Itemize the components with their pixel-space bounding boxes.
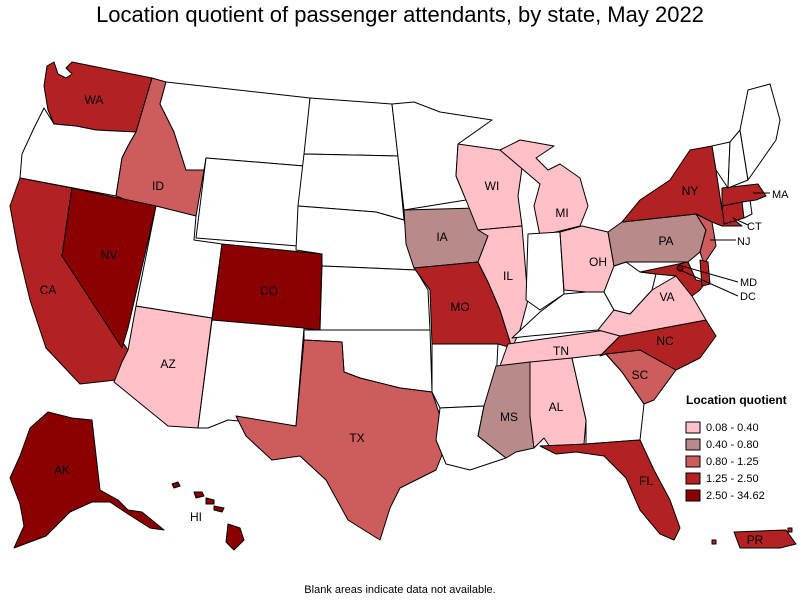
state-dc[interactable] (676, 264, 684, 272)
state-nd[interactable] (303, 97, 399, 157)
label-oh: OH (589, 255, 607, 269)
map-title: Location quotient of passenger attendant… (96, 2, 704, 27)
label-fl: FL (639, 474, 653, 488)
label-ca: CA (40, 283, 57, 297)
label-ia: IA (436, 230, 447, 244)
label-mo: MO (450, 300, 469, 314)
label-va: VA (659, 290, 674, 304)
state-fl[interactable] (539, 439, 681, 541)
footnote: Blank areas indicate data not available. (304, 584, 496, 596)
state-il[interactable] (477, 225, 529, 349)
label-mi: MI (555, 206, 568, 220)
label-ms: MS (500, 410, 518, 424)
label-al: AL (549, 400, 564, 414)
legend-swatch-1 (685, 438, 701, 451)
legend-label-4: 2.50 - 34.62 (706, 490, 765, 502)
state-in[interactable] (525, 231, 565, 311)
label-az: AZ (160, 357, 175, 371)
state-labels: WA ID CA NV AZ CO TX IA MO WI IL MI OH T… (40, 93, 789, 547)
label-tn: TN (553, 344, 569, 358)
state-ks[interactable] (319, 265, 431, 331)
state-mi[interactable] (499, 139, 589, 237)
label-hi: HI (190, 510, 202, 524)
label-nc: NC (656, 334, 674, 348)
legend-label-2: 0.80 - 1.25 (706, 456, 759, 468)
legend-swatch-0 (685, 421, 701, 434)
label-md: MD (740, 277, 757, 289)
state-mt[interactable] (159, 81, 311, 171)
label-pa: PA (658, 234, 673, 248)
label-nv: NV (101, 248, 118, 262)
state-shapes (9, 61, 797, 551)
state-nv[interactable] (61, 187, 157, 349)
label-id: ID (152, 179, 164, 193)
label-wa: WA (85, 93, 104, 107)
callout-lines (679, 192, 770, 297)
state-ma[interactable] (721, 183, 767, 207)
state-me[interactable] (739, 83, 781, 181)
label-ma: MA (772, 189, 789, 201)
label-ak: AK (54, 463, 70, 477)
state-ri[interactable] (741, 199, 753, 219)
legend: Location quotient 0.08 - 0.40 0.40 - 0.8… (685, 393, 787, 502)
state-hi[interactable] (171, 481, 245, 551)
label-sc: SC (632, 368, 649, 382)
legend-swatch-2 (685, 455, 701, 468)
label-dc: DC (740, 291, 756, 303)
legend-title: Location quotient (686, 393, 787, 407)
label-nj: NJ (737, 236, 750, 248)
state-pr[interactable] (711, 527, 797, 549)
label-ny: NY (682, 184, 699, 198)
label-pr: PR (747, 533, 764, 547)
legend-label-3: 1.25 - 2.50 (706, 473, 759, 485)
label-wi: WI (485, 179, 500, 193)
state-wy[interactable] (195, 157, 305, 247)
label-il: IL (503, 269, 513, 283)
legend-swatch-3 (685, 472, 701, 485)
state-ak[interactable] (9, 411, 165, 549)
legend-swatch-4 (685, 489, 701, 502)
state-tx[interactable] (235, 339, 449, 541)
label-co: CO (260, 284, 278, 298)
label-ct: CT (747, 221, 762, 233)
legend-label-0: 0.08 - 0.40 (706, 422, 759, 434)
legend-label-1: 0.40 - 0.80 (706, 439, 759, 451)
state-nm[interactable] (197, 319, 305, 429)
label-tx: TX (349, 431, 364, 445)
